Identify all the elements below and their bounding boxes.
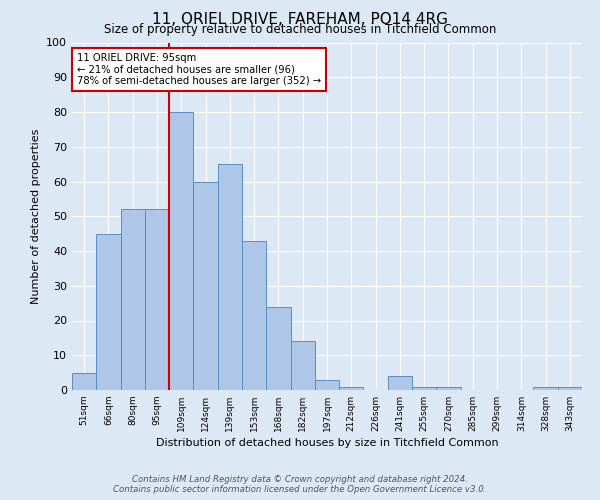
Bar — [558, 386, 582, 390]
Text: 11, ORIEL DRIVE, FAREHAM, PO14 4RG: 11, ORIEL DRIVE, FAREHAM, PO14 4RG — [152, 12, 448, 28]
Bar — [121, 210, 145, 390]
Bar — [96, 234, 121, 390]
Text: Contains HM Land Registry data © Crown copyright and database right 2024.
Contai: Contains HM Land Registry data © Crown c… — [113, 474, 487, 494]
Bar — [533, 386, 558, 390]
Text: 11 ORIEL DRIVE: 95sqm
← 21% of detached houses are smaller (96)
78% of semi-deta: 11 ORIEL DRIVE: 95sqm ← 21% of detached … — [77, 53, 321, 86]
Bar — [145, 210, 169, 390]
Bar — [339, 386, 364, 390]
Bar — [169, 112, 193, 390]
Text: Size of property relative to detached houses in Titchfield Common: Size of property relative to detached ho… — [104, 22, 496, 36]
Bar — [412, 386, 436, 390]
X-axis label: Distribution of detached houses by size in Titchfield Common: Distribution of detached houses by size … — [155, 438, 499, 448]
Bar — [315, 380, 339, 390]
Y-axis label: Number of detached properties: Number of detached properties — [31, 128, 41, 304]
Bar — [218, 164, 242, 390]
Bar — [436, 386, 461, 390]
Bar — [266, 306, 290, 390]
Bar — [388, 376, 412, 390]
Bar — [72, 372, 96, 390]
Bar — [290, 342, 315, 390]
Bar — [242, 240, 266, 390]
Bar — [193, 182, 218, 390]
